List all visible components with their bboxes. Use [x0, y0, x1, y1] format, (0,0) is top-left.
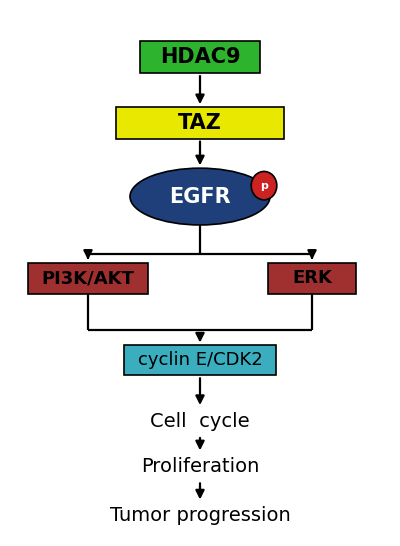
Ellipse shape — [130, 168, 270, 225]
Text: EGFR: EGFR — [169, 187, 231, 206]
Ellipse shape — [251, 171, 277, 200]
FancyBboxPatch shape — [28, 263, 148, 294]
Text: p: p — [260, 181, 268, 191]
Text: Proliferation: Proliferation — [141, 458, 259, 476]
Text: PI3K/AKT: PI3K/AKT — [42, 270, 134, 287]
Text: cyclin E/CDK2: cyclin E/CDK2 — [138, 352, 262, 369]
FancyBboxPatch shape — [124, 346, 276, 376]
Text: TAZ: TAZ — [178, 113, 222, 133]
FancyBboxPatch shape — [268, 263, 356, 294]
Text: Cell  cycle: Cell cycle — [150, 412, 250, 431]
Text: HDAC9: HDAC9 — [160, 48, 240, 67]
FancyBboxPatch shape — [116, 107, 284, 139]
FancyBboxPatch shape — [140, 41, 260, 73]
Text: Tumor progression: Tumor progression — [110, 507, 290, 525]
Text: ERK: ERK — [292, 270, 332, 287]
